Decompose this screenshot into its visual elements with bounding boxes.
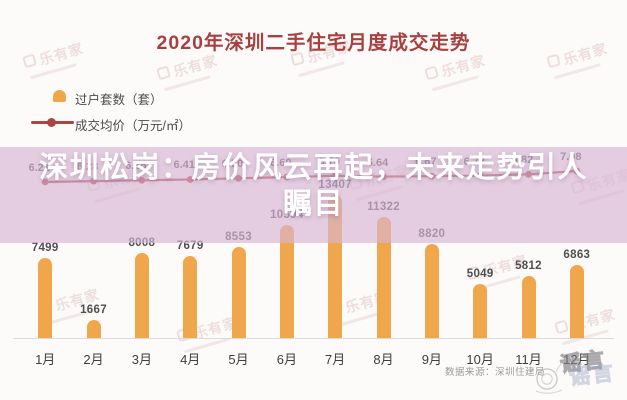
snail-doodle-icon	[535, 362, 564, 394]
bar-value-label: 7679	[176, 240, 204, 253]
x-axis-label: 8月	[373, 352, 394, 367]
headline-text: 深圳松岗：房价风云再起，未来走势引人 瞩目	[0, 150, 627, 222]
bar-value-label: 7499	[31, 242, 59, 254]
bar	[376, 217, 391, 338]
legend-line-label: 成交均价（万元/㎡）	[75, 119, 191, 133]
bar-value-label: 6863	[563, 248, 591, 261]
headline-line-1: 深圳松岗：房价风云再起，未来走势引人	[38, 152, 588, 184]
data-source-note: 数据来源：深圳住建局	[444, 367, 545, 378]
legend-bar-label: 过户套数（套）	[75, 93, 163, 107]
bar	[134, 252, 149, 338]
legend-item-bar: 过户套数（套）	[0, 84, 300, 108]
x-axis-label: 4月	[180, 352, 201, 367]
bar-value-label: 1667	[80, 304, 107, 317]
x-axis-label: 1月	[35, 352, 56, 367]
bar-legend-swatch-icon	[53, 90, 66, 102]
bar	[86, 320, 101, 338]
x-axis-label: 9月	[421, 352, 442, 367]
x-axis-label: 6月	[276, 352, 297, 367]
x-axis-label: 3月	[131, 352, 152, 367]
bar-value-label: 5049	[466, 268, 494, 281]
bar-value-label: 5812	[515, 259, 542, 272]
x-axis-label: 7月	[325, 352, 346, 367]
headline-line-2: 瞩目	[282, 188, 344, 220]
line-legend-dot-icon	[47, 117, 56, 127]
x-axis-label: 10月	[466, 352, 494, 367]
bar	[473, 284, 488, 338]
headline-overlay-band	[0, 147, 627, 243]
x-axis-line	[13, 338, 614, 339]
bar	[279, 224, 294, 338]
legend-item-line: 成交均价（万元/㎡）	[0, 110, 300, 134]
bar	[424, 243, 439, 338]
bar	[183, 256, 198, 338]
chart-title: 2020年深圳二手住宅月度成交走势	[156, 32, 471, 54]
bar	[38, 258, 53, 338]
bar	[521, 275, 536, 338]
x-axis-label: 12月	[563, 352, 591, 367]
x-axis-label: 11月	[515, 352, 542, 367]
rumor-watermark-text-ghost: 谣言	[567, 361, 617, 390]
bar	[569, 264, 584, 338]
rumor-watermark: 谣言 谣言	[532, 346, 627, 400]
x-axis-label: 5月	[228, 352, 249, 367]
x-axis-label: 2月	[83, 352, 104, 367]
bar	[231, 246, 246, 338]
